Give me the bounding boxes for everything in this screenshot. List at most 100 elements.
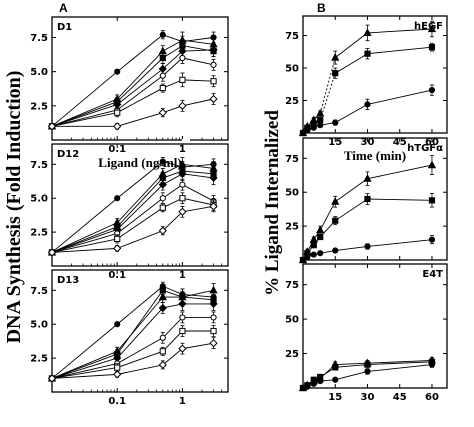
series-line-segment: [182, 205, 214, 213]
data-point-filled-triangle: [316, 225, 325, 234]
series-filled-square: [299, 42, 436, 137]
series-line-segment: [51, 233, 118, 253]
series-line-segment: [51, 323, 118, 379]
data-point-filled-triangle: [427, 24, 437, 33]
y-tick-label: 50: [285, 315, 299, 326]
data-point-open-diamond: [178, 101, 187, 110]
x-tick-label: 0.1: [108, 270, 126, 281]
series-line-segment: [367, 359, 432, 364]
series-line-segment: [51, 247, 118, 253]
data-point-open-circle: [179, 54, 186, 62]
y-tick-label: 2.5: [30, 354, 48, 365]
subplot-label: D13: [57, 275, 79, 286]
data-point-filled-diamond: [209, 45, 218, 54]
series-line-segment: [116, 57, 164, 103]
y-tick-label: 7.5: [30, 286, 48, 297]
series-line-segment: [319, 73, 336, 121]
series-line-segment: [162, 170, 183, 179]
series-filled-circle: [299, 84, 436, 137]
series-line-segment: [51, 222, 118, 253]
data-point-open-diamond: [158, 226, 167, 235]
subplot-label: hEGF: [414, 21, 443, 32]
data-point-filled-triangle: [331, 197, 340, 205]
series-line-segment: [182, 184, 214, 202]
series-line-segment: [182, 289, 214, 298]
series-line-segment: [335, 104, 368, 123]
plot-frame: [51, 143, 229, 267]
series-line-segment: [182, 163, 214, 169]
data-point-filled-square: [332, 217, 339, 224]
series-line-segment: [182, 170, 214, 175]
series-line-segment: [162, 173, 183, 186]
data-point-open-square: [114, 235, 121, 242]
series-line-segment: [116, 197, 164, 234]
plot-frame: [302, 263, 448, 389]
subplot-htgf: 25 50 75 hTGFα: [285, 137, 448, 264]
data-point-filled-circle: [428, 236, 436, 243]
series-open-square: [48, 72, 217, 130]
data-point-filled-square: [428, 197, 436, 204]
data-point-open-diamond: [178, 207, 187, 216]
series-line-segment: [367, 361, 432, 366]
plot-frame: [51, 269, 229, 393]
data-point-filled-circle: [299, 129, 307, 137]
series-line-segment: [367, 164, 433, 180]
data-point-filled-diamond: [209, 299, 218, 308]
series-line-segment: [51, 373, 118, 379]
y-tick-label: 7.5: [30, 160, 48, 171]
plot-frame: [302, 15, 448, 134]
data-point-filled-triangle: [363, 28, 372, 36]
plot-frame: [302, 137, 448, 261]
series-open-diamond: [47, 337, 218, 383]
data-point-open-circle: [159, 195, 166, 202]
data-point-open-diamond: [47, 374, 57, 383]
series-line-segment: [182, 296, 214, 301]
data-point-filled-square: [159, 54, 166, 62]
data-point-open-diamond: [158, 108, 167, 117]
series-line-segment: [117, 112, 163, 127]
series-line-segment: [162, 50, 183, 70]
data-point-open-circle: [179, 314, 186, 321]
series-line-segment: [367, 239, 433, 247]
series-line-segment: [116, 68, 164, 105]
data-point-filled-circle: [114, 68, 121, 75]
data-point-filled-circle: [332, 119, 339, 126]
series-line-segment: [51, 238, 118, 253]
series-line-segment: [367, 364, 433, 372]
x-tick-label: 1: [179, 270, 186, 281]
series-line-segment: [162, 197, 183, 209]
series-line-segment: [116, 50, 164, 100]
series-line-segment: [116, 337, 164, 364]
data-point-filled-square: [310, 241, 317, 249]
data-point-open-square: [210, 327, 217, 335]
plot-frame: [51, 16, 229, 141]
series-line-segment: [51, 112, 118, 127]
x-tick-label: 30: [361, 392, 375, 403]
data-point-open-diamond: [47, 248, 57, 257]
data-point-open-square: [114, 109, 121, 116]
data-point-filled-circle: [304, 383, 311, 390]
subplot-d12: 2.5 5.0 7.5 0.1 1 D12: [30, 143, 229, 281]
data-point-open-square: [210, 78, 217, 85]
data-point-filled-circle: [304, 254, 311, 261]
series-line-segment: [335, 362, 368, 366]
data-point-filled-square: [428, 44, 436, 51]
series-line-segment: [182, 98, 214, 107]
data-point-open-circle: [210, 314, 217, 321]
data-point-filled-circle: [299, 256, 307, 264]
series-filled-circle: [299, 361, 436, 392]
series-line-segment: [319, 57, 336, 114]
series-line-segment: [51, 353, 118, 379]
y-tick-label: 7.5: [30, 33, 48, 44]
series-line-segment: [51, 71, 118, 127]
data-point-filled-square: [317, 116, 324, 124]
series-line-segment: [116, 177, 164, 227]
y-axis-title: DNA Synthesis (Fold Induction): [3, 71, 25, 344]
series-line-segment: [162, 285, 183, 295]
series-line-segment: [182, 163, 214, 168]
data-point-filled-circle: [364, 368, 371, 375]
series-line-segment: [116, 296, 164, 352]
series-line-segment: [182, 57, 214, 66]
data-point-filled-triangle: [363, 174, 372, 182]
data-point-filled-diamond: [209, 173, 218, 182]
